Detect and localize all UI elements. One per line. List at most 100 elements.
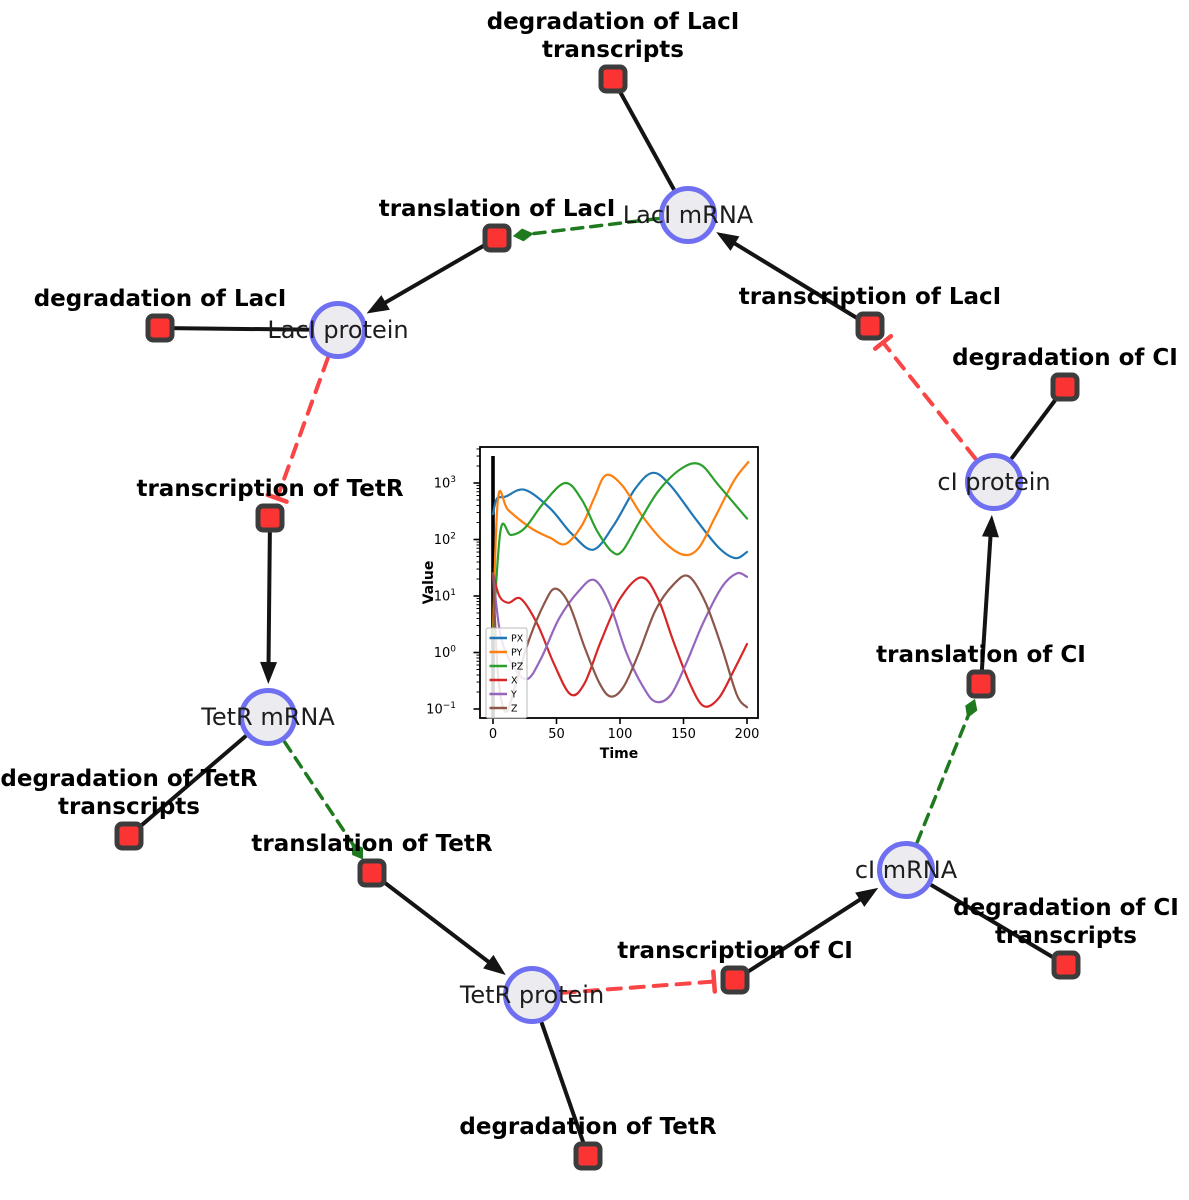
edge-product-transcr_cI-cI_mRNA bbox=[738, 887, 879, 979]
species-label-lacI_protein: LacI protein bbox=[267, 316, 408, 344]
reaction-node-transl_tetR[interactable] bbox=[357, 858, 387, 888]
reaction-node-deg_lacI_tr[interactable] bbox=[598, 64, 628, 94]
edge-reactant-tetR_mRNA-deg_tetR_tr bbox=[127, 734, 248, 838]
edge-line bbox=[881, 340, 978, 461]
edge-line bbox=[979, 526, 993, 681]
axes-frame bbox=[479, 446, 759, 719]
modifier-diamond-icon bbox=[965, 698, 978, 719]
reaction-label-deg_cI_tr: degradation of CI bbox=[953, 895, 1179, 921]
reaction-label-transcr_tetR: transcription of TetR bbox=[136, 476, 403, 502]
reaction-label-deg_cI: degradation of CI bbox=[952, 345, 1178, 371]
edge-line bbox=[539, 1021, 590, 1158]
species-label-lacI_mRNA: LacI mRNA bbox=[623, 201, 754, 229]
timecourse-plot: 0 50 100 150 20010310210110010−1TimeValuePXP… bbox=[421, 446, 760, 762]
legend-label-PZ: PZ bbox=[511, 662, 524, 673]
y-tick-base: 10 bbox=[434, 646, 451, 661]
y-tick-base: 10 bbox=[426, 703, 443, 718]
edge-line bbox=[527, 216, 660, 236]
edge-inhibition-lacI_protein-transcr_tetR bbox=[265, 356, 330, 504]
legend-label-Z: Z bbox=[511, 704, 518, 715]
species-label-cI_mRNA: cI mRNA bbox=[855, 856, 958, 884]
reaction-label-transl_cI: translation of CI bbox=[876, 642, 1086, 668]
reaction-node-transcr_cI[interactable] bbox=[720, 965, 750, 995]
reaction-node-transcr_lacI[interactable] bbox=[855, 311, 885, 341]
x-tick-label: 100 bbox=[608, 727, 633, 742]
x-tick-label: 150 bbox=[671, 727, 696, 742]
y-tick-exponent: 2 bbox=[450, 532, 456, 542]
edge-modifier-cI_mRNA-transl_cI bbox=[915, 698, 978, 844]
reaction-node-deg_tetR_tr[interactable] bbox=[114, 821, 144, 851]
reaction-node-deg_cI_tr[interactable] bbox=[1051, 950, 1081, 980]
species-node-cI_protein[interactable] bbox=[965, 453, 1023, 511]
edge-reactant-cI_mRNA-deg_cI_tr bbox=[929, 883, 1068, 967]
labels-layer: LacI mRNA LacI protein TetR mRNA TetR prote… bbox=[0, 9, 1178, 1140]
arrowhead-icon bbox=[855, 887, 879, 907]
species-node-lacI_mRNA[interactable] bbox=[659, 186, 717, 244]
y-tick-exponent: 1 bbox=[450, 588, 456, 598]
arrowhead-icon bbox=[981, 514, 999, 538]
reaction-label-deg_lacI_tr: transcripts bbox=[542, 37, 684, 63]
series-curve-PZ bbox=[491, 462, 749, 637]
edge-product-transl_cI-cI_protein bbox=[979, 514, 999, 681]
legend-label-PY: PY bbox=[511, 648, 523, 659]
series-curve-X bbox=[491, 572, 749, 708]
reaction-node-deg_lacI[interactable] bbox=[145, 313, 175, 343]
edge-line bbox=[127, 734, 248, 838]
reaction-node-deg_cI[interactable] bbox=[1050, 372, 1080, 402]
series-curve-PX bbox=[491, 471, 749, 560]
series-curve-PY bbox=[491, 460, 750, 631]
x-tick-label: 200 bbox=[735, 727, 760, 742]
reaction-label-transcr_lacI: transcription of LacI bbox=[739, 284, 1002, 310]
reaction-label-deg_lacI: degradation of LacI bbox=[34, 286, 287, 312]
edge-reactant-lacI_mRNA-deg_lacI_tr bbox=[611, 77, 676, 191]
reaction-label-deg_cI_tr: transcripts bbox=[995, 923, 1137, 949]
x-tick-label: 0 bbox=[489, 727, 497, 742]
edge-line bbox=[275, 356, 330, 501]
edge-inhibition-cI_protein-transcr_lacI bbox=[872, 333, 978, 461]
edge-line bbox=[929, 883, 1068, 967]
edge-product-transl_tetR-tetR_protein bbox=[374, 874, 506, 975]
species-node-lacI_protein[interactable] bbox=[309, 301, 367, 359]
inhibition-tbar-icon bbox=[711, 969, 718, 994]
reaction-node-deg_tetR[interactable] bbox=[573, 1141, 603, 1171]
edge-line bbox=[726, 237, 867, 325]
y-tick-base: 10 bbox=[434, 533, 451, 548]
y-tick-exponent: 0 bbox=[450, 645, 456, 655]
reaction-label-transl_lacI: translation of LacI bbox=[379, 196, 616, 222]
reaction-label-deg_tetR_tr: degradation of TetR bbox=[0, 766, 257, 792]
edge-line bbox=[376, 239, 494, 309]
species-label-tetR_protein: TetR protein bbox=[459, 981, 604, 1009]
inhibition-tbar-icon bbox=[872, 333, 894, 351]
edge-line bbox=[559, 979, 717, 995]
x-tick-label: 50 bbox=[548, 727, 565, 742]
reaction-node-transl_cI[interactable] bbox=[966, 669, 996, 699]
arrowhead-icon bbox=[366, 295, 390, 314]
x-axis-title: Time bbox=[600, 746, 638, 762]
edge-inhibition-tetR_protein-transcr_cI bbox=[559, 969, 718, 995]
arrowhead-icon bbox=[483, 954, 506, 975]
y-tick-exponent: 3 bbox=[450, 475, 456, 485]
reaction-label-transcr_cI: transcription of CI bbox=[617, 938, 853, 964]
species-node-cI_mRNA[interactable] bbox=[877, 841, 935, 899]
species-node-tetR_mRNA[interactable] bbox=[239, 688, 297, 746]
edge-modifier-lacI_mRNA-transl_lacI bbox=[512, 216, 660, 242]
legend-label-PX: PX bbox=[511, 634, 524, 645]
y-tick-label: 10−1 bbox=[426, 701, 456, 718]
edge-modifier-tetR_mRNA-transl_tetR bbox=[282, 740, 364, 860]
species-node-tetR_protein[interactable] bbox=[503, 966, 561, 1024]
edge-product-transcr_tetR-tetR_mRNA bbox=[260, 521, 278, 685]
edge-line bbox=[738, 893, 869, 979]
reaction-node-transcr_tetR[interactable] bbox=[255, 503, 285, 533]
legend-box bbox=[485, 627, 528, 719]
reaction-label-transl_tetR: translation of TetR bbox=[251, 831, 492, 857]
nodes-layer bbox=[114, 64, 1081, 1171]
reaction-node-transl_lacI[interactable] bbox=[482, 223, 512, 253]
legend-label-X: X bbox=[511, 676, 518, 687]
modifier-diamond-icon bbox=[512, 228, 534, 242]
y-tick-exponent: −1 bbox=[443, 701, 456, 711]
edge-line bbox=[374, 874, 497, 969]
species-label-cI_protein: cI protein bbox=[937, 468, 1050, 496]
y-tick-label: 103 bbox=[434, 475, 456, 492]
